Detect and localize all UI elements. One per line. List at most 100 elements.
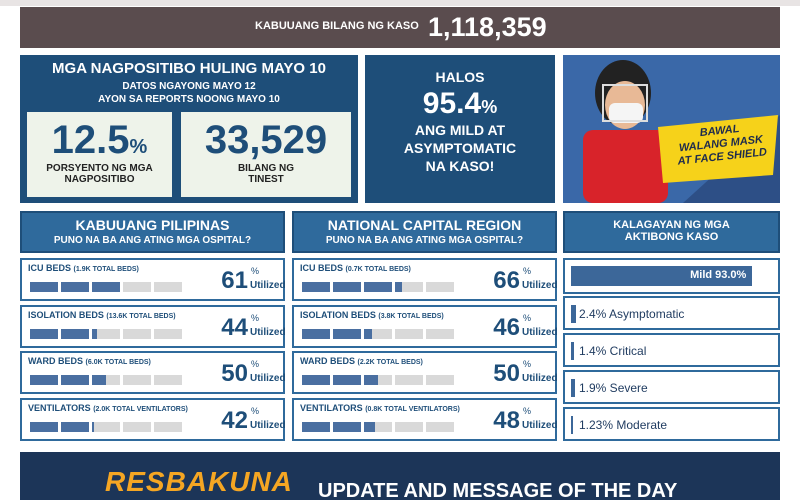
section-subtitle: PUNO NA BA ANG ATING MGA OSPITAL? — [53, 235, 252, 246]
bar-fill — [302, 329, 454, 339]
tested-label: BILANG NG — [237, 163, 295, 174]
bar-fill-segment — [302, 375, 330, 385]
row-capacity: (13.6K TOTAL BEDS) — [106, 313, 176, 320]
bar-fill-segment — [364, 282, 392, 292]
bar-fill-segment — [61, 282, 89, 292]
bar-fill-segment — [92, 422, 94, 432]
bar-slot — [364, 329, 392, 339]
tested-box: 33,529 BILANG NG TINEST — [181, 112, 351, 197]
utilized-value: 48 — [493, 407, 520, 434]
row-capacity: (2.2K TOTAL BEDS) — [357, 359, 423, 366]
row-name-text: ICU BEDS — [28, 263, 72, 273]
bar-fill-segment — [30, 329, 58, 339]
bar-slot — [395, 282, 423, 292]
row-capacity: (3.8K TOTAL BEDS) — [378, 313, 444, 320]
bar-slot — [426, 282, 454, 292]
bar-fill-segment — [30, 282, 58, 292]
row-name-text: ISOLATION BEDS — [28, 310, 104, 320]
rate-box: 12.5% PORSYENTO NG MGA NAGPOSITIBO — [27, 112, 172, 197]
utilized-label: Utilized — [522, 280, 558, 291]
section-title: KABUUANG PILIPINAS — [75, 217, 230, 233]
bar-fill-segment — [302, 329, 330, 339]
utilized-unit: % — [523, 406, 532, 416]
bar-fill-segment — [92, 282, 120, 292]
positivity-title: MGA NAGPOSITIBO HULING MAYO 10 — [52, 60, 326, 77]
active-row: 2.4% Asymptomatic — [563, 296, 780, 330]
row-name-text: WARD BEDS — [28, 356, 84, 366]
section-subtitle: PUNO NA BA ANG ATING MGA OSPITAL? — [325, 235, 524, 246]
utilized-value: 46 — [493, 314, 520, 341]
mild-panel: HALOS 95.4% ANG MILD AT ASYMPTOMATIC NA … — [365, 55, 555, 203]
bar-slot — [154, 329, 182, 339]
utilized-unit: % — [251, 359, 260, 369]
utilization-bar — [30, 422, 182, 432]
bar-slot — [364, 422, 392, 432]
bar-fill — [302, 375, 454, 385]
hospital-row: VENTILATORS (2.0K TOTAL VENTILATORS) 42% U… — [20, 398, 286, 441]
bar-fill — [302, 282, 454, 292]
rate-label: NAGPOSITIBO — [64, 174, 135, 185]
bar-fill — [302, 422, 454, 432]
utilization-bar — [30, 282, 182, 292]
row-name-text: ICU BEDS — [300, 263, 344, 273]
utilized-label: Utilized — [522, 373, 558, 384]
active-row: 1.9% Severe — [563, 370, 780, 404]
top-strip — [0, 0, 800, 6]
mask-image: BAWAL WALANG MASK AT FACE SHIELD — [563, 55, 780, 203]
total-label: KABUUANG BILANG NG KASO — [255, 20, 419, 32]
hospital-row: ISOLATION BEDS (3.8K TOTAL BEDS) 46% Utili… — [292, 305, 558, 348]
footer-message: UPDATE AND MESSAGE OF THE DAY — [318, 480, 678, 502]
bar-fill-segment — [302, 282, 330, 292]
tested-value: 33,529 — [204, 118, 328, 162]
bar-slot — [154, 375, 182, 385]
total-bar: KABUUANG BILANG NG KASO 1,118,359 — [20, 7, 780, 48]
rate-value: 12.5 — [51, 118, 130, 162]
bar-fill-segment — [61, 375, 89, 385]
hospital-row: WARD BEDS (2.2K TOTAL BEDS) 50% Utilized — [292, 351, 558, 394]
utilization-bar — [302, 422, 454, 432]
bar-fill-segment — [395, 282, 403, 292]
bar-slot — [364, 375, 392, 385]
bar-slot — [123, 329, 151, 339]
section-header: KABUUANG PILIPINAS PUNO NA BA ANG ATING M… — [20, 211, 285, 253]
bar-fill — [30, 422, 182, 432]
utilized-unit: % — [523, 313, 532, 323]
bar-slot — [426, 329, 454, 339]
bar-slot — [92, 329, 120, 339]
section-header: NATIONAL CAPITAL REGION PUNO NA BA ANG AT… — [292, 211, 557, 253]
bar-fill — [30, 282, 182, 292]
hospital-row: ISOLATION BEDS (13.6K TOTAL BEDS) 44% Util… — [20, 305, 286, 348]
hospital-row: ICU BEDS (0.7K TOTAL BEDS) 66% Utilized — [292, 258, 558, 301]
bar-fill-segment — [333, 375, 361, 385]
bar-fill-segment — [364, 329, 372, 339]
bar-slot — [426, 422, 454, 432]
bar-fill-segment — [333, 422, 361, 432]
tested-label: TINEST — [248, 174, 284, 185]
bar-fill-segment — [92, 375, 106, 385]
section-title: NATIONAL CAPITAL REGION — [327, 217, 522, 233]
utilized-label: Utilized — [522, 420, 558, 431]
mild-value: 95.4 — [422, 87, 482, 120]
bar-slot — [395, 375, 423, 385]
bar-slot — [395, 329, 423, 339]
hospital-row: WARD BEDS (6.0K TOTAL BEDS) 50% Utilized — [20, 351, 286, 394]
bar-fill-segment — [333, 329, 361, 339]
rate-label: PORSYENTO NG MGA — [46, 163, 153, 174]
utilization-bar — [302, 329, 454, 339]
bar-slot — [154, 282, 182, 292]
utilization-bar — [302, 282, 454, 292]
active-label: 2.4% Asymptomatic — [579, 307, 685, 321]
bar-slot — [123, 375, 151, 385]
hospital-row: VENTILATORS (0.8K TOTAL VENTILATORS) 48% U… — [292, 398, 558, 441]
mask-illustration — [563, 55, 780, 203]
row-capacity: (2.0K TOTAL VENTILATORS) — [93, 406, 188, 413]
bar-slot — [123, 422, 151, 432]
active-bar — [571, 305, 576, 323]
row-capacity: (0.7K TOTAL BEDS) — [345, 266, 411, 273]
row-name-text: ISOLATION BEDS — [300, 310, 376, 320]
footer-banner: RESBAKUNA UPDATE AND MESSAGE OF THE DAY — [20, 452, 780, 502]
row-name-text: VENTILATORS — [28, 403, 91, 413]
active-label: Mild 93.0% — [690, 269, 747, 281]
total-value: 1,118,359 — [428, 12, 547, 42]
